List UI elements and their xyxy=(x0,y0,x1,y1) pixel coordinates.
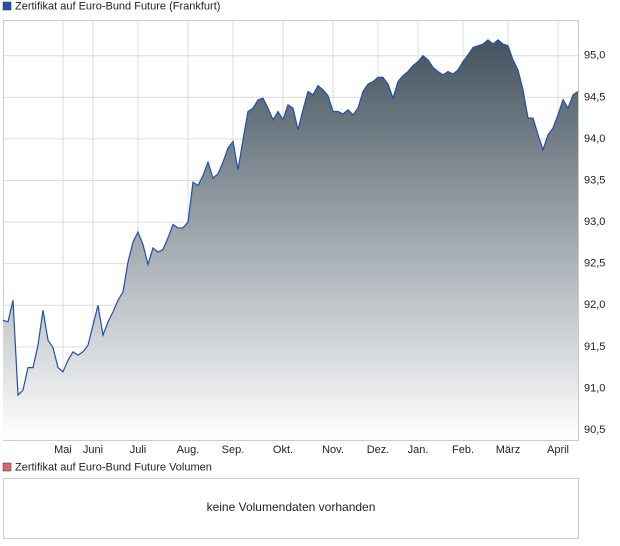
x-tick-label: Nov. xyxy=(322,444,344,456)
legend-swatch xyxy=(2,1,12,11)
x-tick-label: Dez. xyxy=(367,444,390,456)
y-tick-label: 95,0 xyxy=(584,50,605,62)
volume-frame xyxy=(3,478,579,539)
y-tick-label: 93,5 xyxy=(584,174,605,186)
price-line xyxy=(2,39,579,397)
x-tick-label: April xyxy=(547,444,569,456)
x-tick-label: Feb. xyxy=(452,444,474,456)
y-tick-label: 91,0 xyxy=(584,382,605,394)
y-tick-label: 92,0 xyxy=(584,299,605,311)
y-tick-label: 91,5 xyxy=(584,341,605,353)
plot-frame xyxy=(3,20,579,441)
y-tick-label: 93,0 xyxy=(584,216,605,228)
empty-message: keine Volumendaten vorhanden xyxy=(207,500,376,514)
legend-text: Zertifikat auf Euro-Bund Future (Frankfu… xyxy=(15,0,220,12)
x-tick-label: Juni xyxy=(83,444,103,456)
x-tick-label: Okt. xyxy=(273,444,293,456)
y-tick-label: 94,5 xyxy=(584,91,605,103)
x-tick-label: Mai xyxy=(54,444,72,456)
legend-swatch xyxy=(2,462,12,472)
x-tick-label: März xyxy=(496,444,520,456)
x-tick-label: Juli xyxy=(130,444,147,456)
x-tick-label: Sep. xyxy=(222,444,245,456)
y-tick-label: 92,5 xyxy=(584,258,605,270)
area-fill xyxy=(3,39,578,441)
legend-text: Zertifikat auf Euro-Bund Future Volumen xyxy=(15,461,212,473)
y-tick-label: 94,0 xyxy=(584,133,605,145)
y-tick-label: 90,5 xyxy=(584,424,605,436)
x-tick-label: Aug. xyxy=(177,444,200,456)
x-tick-label: Jan. xyxy=(408,444,429,456)
